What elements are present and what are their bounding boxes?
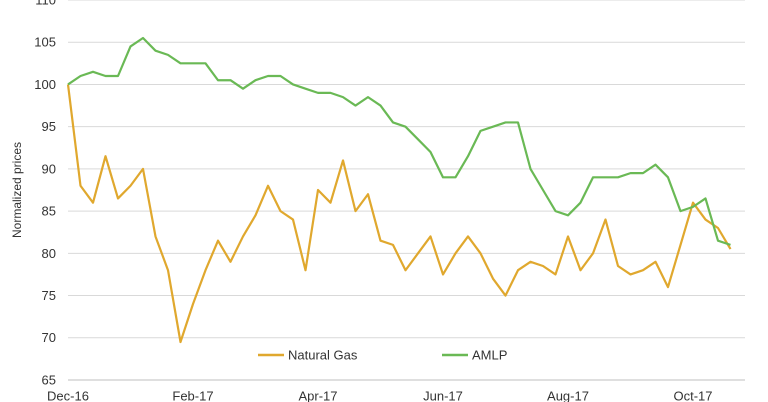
y-tick-label: 110 (35, 0, 56, 7)
y-axis-title: Normalized prices (10, 142, 24, 238)
y-tick-label: 75 (42, 288, 56, 303)
y-tick-label: 95 (42, 119, 56, 134)
series-line (66, 84, 732, 344)
y-tick-label: 65 (42, 372, 56, 387)
x-tick-label: Apr-17 (298, 388, 337, 402)
y-tick-label: 100 (34, 77, 56, 92)
series-line (67, 36, 731, 246)
x-tick-label: Feb-17 (172, 388, 213, 402)
x-tick-label: Jun-17 (423, 388, 463, 402)
y-tick-label: 80 (42, 246, 56, 261)
legend-label: AMLP (472, 347, 507, 362)
y-tick-label: 90 (42, 161, 56, 176)
y-tick-label: 105 (34, 35, 56, 50)
legend-label: Natural Gas (288, 347, 358, 362)
x-tick-label: Oct-17 (673, 388, 712, 402)
y-tick-label: 85 (42, 204, 56, 219)
y-tick-label: 70 (42, 330, 56, 345)
x-tick-label: Aug-17 (547, 388, 589, 402)
x-tick-label: Dec-16 (47, 388, 89, 402)
